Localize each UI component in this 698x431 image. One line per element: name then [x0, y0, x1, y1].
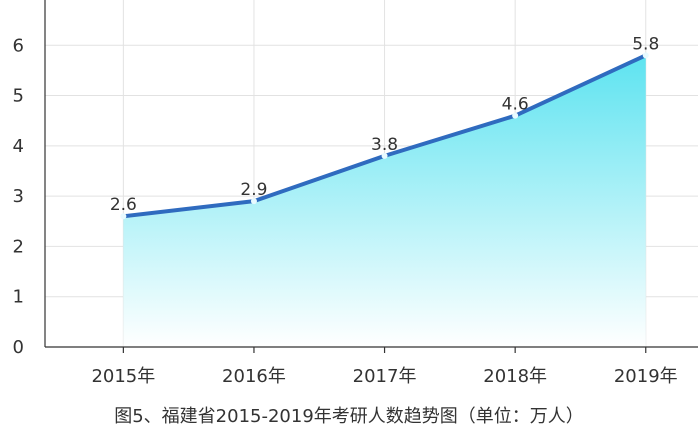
- series-area: [123, 55, 646, 347]
- y-tick-label: 4: [13, 136, 24, 157]
- y-tick-label: 3: [13, 186, 24, 207]
- line-layer: [120, 52, 649, 220]
- data-label: 2.6: [110, 195, 137, 215]
- figure-caption: 图5、福建省2015-2019年考研人数趋势图（单位：万人）: [114, 406, 584, 427]
- x-tick-label: 2015年: [91, 366, 155, 387]
- y-tick-label: 5: [13, 86, 24, 107]
- y-tick-label: 6: [13, 35, 24, 56]
- data-label: 2.9: [240, 180, 267, 200]
- data-label: 5.8: [632, 34, 659, 54]
- x-tick-label: 2017年: [353, 366, 417, 387]
- data-point: [120, 213, 127, 220]
- area-layer: [123, 55, 646, 347]
- data-point: [381, 152, 388, 159]
- x-tick-layer: 2015年 2016年 2017年 2018年 2019年: [91, 366, 677, 387]
- data-label-layer: 2.6 2.9 3.8 4.6 5.8: [110, 34, 659, 215]
- data-label: 3.8: [371, 135, 398, 155]
- data-label: 4.6: [502, 95, 529, 115]
- x-tick-label: 2019年: [614, 366, 678, 387]
- data-point: [250, 198, 257, 205]
- y-tick-label: 1: [13, 287, 24, 308]
- y-tick-layer: 0 1 2 3 4 5 6: [13, 35, 24, 358]
- x-tick-label: 2018年: [483, 366, 547, 387]
- x-tick-label: 2016年: [222, 366, 286, 387]
- y-tick-label: 2: [13, 236, 24, 257]
- axis-layer: [44, 0, 698, 353]
- y-tick-label: 0: [13, 337, 24, 358]
- data-point: [512, 112, 519, 119]
- data-point: [642, 52, 649, 59]
